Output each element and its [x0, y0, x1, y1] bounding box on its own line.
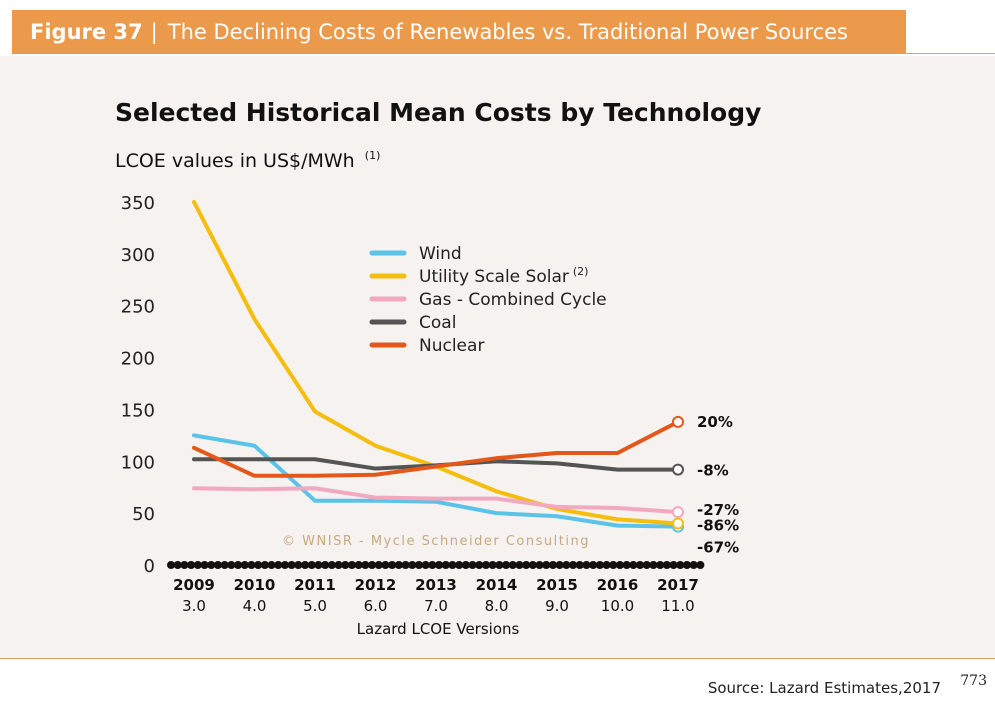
x-subtick-label: 5.0	[303, 597, 327, 615]
x-tick-label: 2013	[415, 576, 457, 594]
x-subtick-label: 4.0	[243, 597, 267, 615]
chart-subtitle: LCOE values in US$/MWh (1)	[115, 149, 380, 172]
y-tick-label: 100	[121, 452, 155, 473]
y-tick-label: 50	[132, 504, 155, 525]
x-tick-label: 2017	[657, 576, 699, 594]
series-line-wind	[192, 433, 680, 529]
y-tick-label: 300	[121, 245, 155, 266]
watermark: © WNISR - Mycle Schneider Consulting	[282, 534, 590, 549]
figure-title: The Declining Costs of Renewables vs. Tr…	[167, 20, 848, 44]
x-tick-label: 2016	[597, 576, 639, 594]
x-subtick-label: 10.0	[601, 597, 634, 615]
legend-label-sup: (2)	[573, 265, 589, 278]
x-tick-label: 2015	[536, 576, 578, 594]
chart-subtitle-text: LCOE values in US$/MWh	[115, 150, 355, 172]
legend-label-gas-combined-cycle: Gas - Combined Cycle	[419, 290, 607, 310]
source-note: Source: Lazard Estimates,2017	[707, 679, 941, 697]
legend-label-utility-scale-solar: Utility Scale Solar (2)	[419, 265, 588, 287]
y-axis: 0 50 100 150 200 250 300 350	[121, 193, 155, 577]
page-number: 773	[960, 673, 987, 689]
y-tick-label: 350	[121, 193, 155, 214]
header-rule	[906, 53, 995, 54]
x-subtick-label: 9.0	[545, 597, 569, 615]
legend-label-nuclear: Nuclear	[419, 336, 484, 356]
data-point-utility-scale-solar	[672, 517, 684, 530]
x-subtick-label: 8.0	[485, 597, 509, 615]
data-point-gas-combined-cycle	[672, 506, 684, 519]
y-tick-label: 150	[121, 400, 155, 421]
x-subtick-label: 7.0	[424, 597, 448, 615]
end-label-coal: -8%	[697, 462, 729, 480]
y-tick-label: 200	[121, 349, 155, 370]
y-tick-label: 0	[144, 556, 155, 577]
x-tick-label: 2011	[294, 576, 336, 594]
series-line-gas-combined-cycle	[192, 486, 680, 515]
end-label-wind: -67%	[697, 539, 739, 557]
x-axis-label: Lazard LCOE Versions	[357, 620, 520, 638]
x-subtick-label: 6.0	[364, 597, 388, 615]
x-tick-label: 2010	[234, 576, 276, 594]
header-separator: |	[150, 20, 158, 44]
series-layer: -67% -86%-27% -8% 20%	[192, 200, 739, 557]
chart-title: Selected Historical Mean Costs by Techno…	[115, 98, 761, 127]
x-subtick-label: 11.0	[661, 597, 694, 615]
x-subtick-label: 3.0	[182, 597, 206, 615]
end-label-utility-scale-solar: -86%	[697, 517, 739, 535]
x-tick-label: 2012	[355, 576, 397, 594]
figure-header: Figure 37 | The Declining Costs of Renew…	[12, 10, 906, 54]
legend-label-coal: Coal	[419, 313, 456, 333]
chart-subtitle-sup: (1)	[365, 149, 381, 162]
y-tick-label: 250	[121, 297, 155, 318]
legend-label-wind: Wind	[419, 244, 462, 264]
end-label-nuclear: 20%	[697, 413, 733, 431]
data-point-coal	[672, 463, 684, 476]
end-label-gas-combined-cycle: -27%	[697, 501, 739, 519]
chart-panel	[0, 56, 995, 659]
x-tick-label: 2009	[173, 576, 215, 594]
data-point-nuclear	[672, 415, 684, 428]
series-line-nuclear	[192, 419, 680, 478]
x-axis: 2009 3.0 2010 4.0 2011 5.0 2012 6.0 2013 7.0 2014 8…	[167, 561, 710, 615]
figure-label: Figure 37	[30, 20, 143, 44]
x-tick-label: 2014	[476, 576, 518, 594]
